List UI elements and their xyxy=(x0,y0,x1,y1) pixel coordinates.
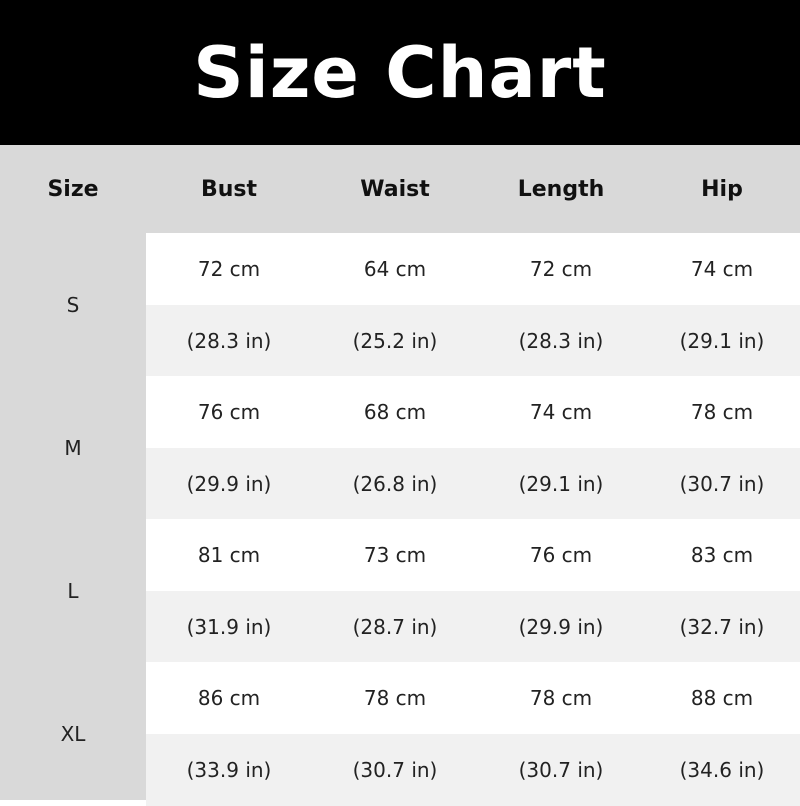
table-row-in: (33.9 in) (30.7 in) (30.7 in) (34.6 in) xyxy=(146,734,800,806)
table-cell: 74 cm xyxy=(529,400,593,424)
column-header-size: Size xyxy=(47,176,99,202)
table-row-in: (31.9 in) (28.7 in) (29.9 in) (32.7 in) xyxy=(146,591,800,663)
table-cell: 64 cm xyxy=(363,257,427,281)
size-label: XL xyxy=(60,721,86,746)
table-cell: (32.7 in) xyxy=(679,615,765,639)
page-title: Size Chart xyxy=(0,0,800,145)
table-cell: (30.7 in) xyxy=(518,758,604,782)
table-cell: 78 cm xyxy=(529,686,593,710)
table-row-in: (29.9 in) (26.8 in) (29.1 in) (30.7 in) xyxy=(146,448,800,520)
size-table: Size Bust Waist Length Hip S 72 cm 64 cm 72 cm 74… xyxy=(0,145,800,806)
table-cell: (29.9 in) xyxy=(518,615,604,639)
table-row-cm: 81 cm 73 cm 76 cm 83 cm xyxy=(146,519,800,591)
table-cell: 72 cm xyxy=(529,257,593,281)
table-cell: (28.3 in) xyxy=(186,329,272,353)
table-cell: (25.2 in) xyxy=(352,329,438,353)
table-cell: (29.1 in) xyxy=(518,472,604,496)
table-row-cm: 76 cm 68 cm 74 cm 78 cm xyxy=(146,376,800,448)
table-cell: 73 cm xyxy=(363,543,427,567)
table-cell: (34.6 in) xyxy=(679,758,765,782)
column-header-hip: Hip xyxy=(701,176,743,202)
table-cell: 81 cm xyxy=(197,543,261,567)
table-cell: 74 cm xyxy=(690,257,754,281)
table-row-in: (28.3 in) (25.2 in) (28.3 in) (29.1 in) xyxy=(146,305,800,377)
table-cell: (28.7 in) xyxy=(352,615,438,639)
size-label: M xyxy=(64,435,82,460)
table-cell: 72 cm xyxy=(197,257,261,281)
table-cell: 76 cm xyxy=(529,543,593,567)
table-cell: 78 cm xyxy=(363,686,427,710)
table-cell: 78 cm xyxy=(690,400,754,424)
table-cell: 83 cm xyxy=(690,543,754,567)
column-header-waist: Waist xyxy=(360,176,430,202)
table-cell: (31.9 in) xyxy=(186,615,272,639)
table-cell: (30.7 in) xyxy=(679,472,765,496)
size-label: L xyxy=(67,578,79,603)
table-row-cm: 86 cm 78 cm 78 cm 88 cm xyxy=(146,662,800,734)
table-cell: (33.9 in) xyxy=(186,758,272,782)
table-cell: 68 cm xyxy=(363,400,427,424)
column-header-length: Length xyxy=(517,176,605,202)
table-cell: 88 cm xyxy=(690,686,754,710)
table-cell: (26.8 in) xyxy=(352,472,438,496)
table-cell: 76 cm xyxy=(197,400,261,424)
table-cell: (29.9 in) xyxy=(186,472,272,496)
table-cell: 86 cm xyxy=(197,686,261,710)
table-cell: (29.1 in) xyxy=(679,329,765,353)
column-header-bust: Bust xyxy=(200,176,258,202)
table-cell: (28.3 in) xyxy=(518,329,604,353)
table-cell: (30.7 in) xyxy=(352,758,438,782)
table-row-cm: 72 cm 64 cm 72 cm 74 cm xyxy=(146,233,800,305)
size-label: S xyxy=(66,292,80,317)
